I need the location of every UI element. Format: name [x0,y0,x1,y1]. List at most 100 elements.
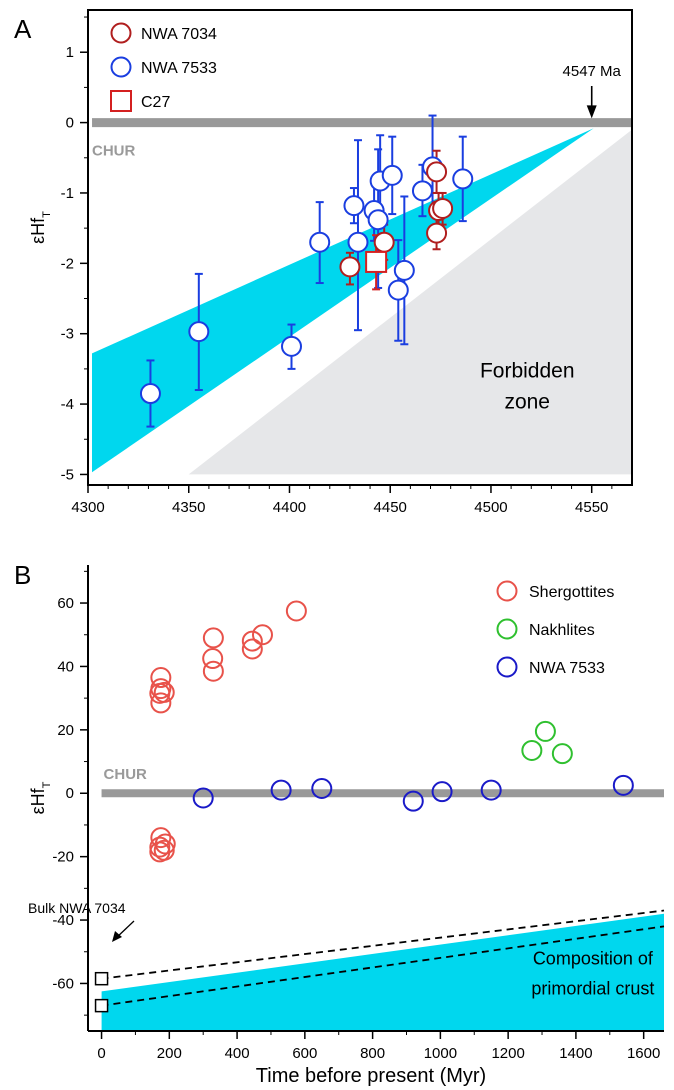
c27-point [365,250,388,273]
age-arrow-head [586,105,597,119]
nwa7034-point [426,222,448,244]
x-axis-label: Time before present (Myr) [256,1065,486,1087]
primordial-crust-band [101,913,665,1031]
y-axis-label: εHfT [28,211,53,244]
age-annotation: 4547 Ma [563,63,622,80]
crust-label-1: Composition of [533,948,654,968]
shergottite-point [202,627,224,649]
nwa7533-point [139,383,161,405]
nwa7533-point [343,195,365,217]
nwa7533-point [367,209,389,231]
y-tick-label: -40 [52,912,74,929]
shergottite-point [251,624,273,646]
legend-label: NWA 7034 [141,26,217,43]
x-tick-label: 4450 [374,499,407,516]
y-tick-label: 0 [66,785,74,802]
x-tick-label: 4500 [474,499,507,516]
legend-marker [496,618,518,640]
shergottite-point [153,839,175,861]
y-axis-label-subscript: T [41,211,53,218]
y-axis-label-subscript: T [41,781,53,788]
forbidden-zone [188,129,632,475]
legend-marker [110,56,132,78]
nwa7533-point [192,787,214,809]
forbidden-zone-label-2: zone [504,390,550,413]
nwa7533-point [270,779,292,801]
y-tick-label: 0 [66,115,74,132]
y-tick-label: 20 [57,722,74,739]
reservoir-band [92,128,594,473]
nwa7533-point [612,774,634,796]
x-tick-label: 400 [225,1045,250,1062]
panel-b: B Composition of primordial crust Bulk NWA… [14,560,665,1087]
nwa7533-point [280,335,302,357]
nwa7533-point [452,168,474,190]
legend-marker [110,22,132,44]
shergottite-point [153,681,175,703]
panel-a: A CHUR Forbidden zone 4547 Ma 4300 4350 4400 4… [14,9,633,516]
bulk-square-marker [94,998,109,1013]
x-tick-label: 200 [157,1045,182,1062]
x-tick-label: 1600 [627,1045,660,1062]
y-tick-label: -60 [52,975,74,992]
y-tick-label: -5 [61,466,74,483]
legend-marker [496,580,518,602]
legend-label: NWA 7533 [141,60,217,77]
x-tick-label: 800 [360,1045,385,1062]
nwa7533-point [480,779,502,801]
x-tick-label: 600 [292,1045,317,1062]
y-tick-label: -1 [61,185,74,202]
shergottite-point [202,660,224,682]
forbidden-zone-label-1: Forbidden [480,359,575,382]
legend-marker [110,90,132,112]
x-tick-label: 4350 [172,499,205,516]
shergottite-point [150,692,172,714]
x-tick-label: 1000 [424,1045,457,1062]
legend-marker [496,656,518,678]
shergottite-point [241,638,263,660]
x-tick-label: 4550 [575,499,608,516]
nakhlite-point [521,739,543,761]
y-tick-label: 1 [66,44,74,61]
y-tick-label: -3 [61,326,74,343]
bulk-arrow-head [112,931,122,942]
nwa7533-point [387,279,409,301]
shergottite-point [149,836,171,858]
x-tick-label: 4400 [273,499,306,516]
nwa7533-point [431,781,453,803]
x-tick-label: 1400 [559,1045,592,1062]
y-tick-label: -20 [52,849,74,866]
nwa7533-point [347,231,369,253]
bulk-trend-line [101,909,665,980]
shergottite-point [202,648,224,670]
nwa7034-point [339,256,361,278]
shergottite-point [150,667,172,689]
nwa7533-point [402,790,424,812]
nakhlite-point [551,743,573,765]
nwa7034-point [373,231,395,253]
y-tick-label: 60 [57,595,74,612]
nwa7533-point [311,777,333,799]
bulk-trend-line [101,925,665,1007]
crust-label-2: primordial crust [531,979,654,999]
legend-label: NWA 7533 [529,660,605,677]
bulk-annotation: Bulk NWA 7034 [28,900,126,916]
shergottite-point [285,600,307,622]
nwa7034-point [426,161,448,183]
panel-b-letter: B [14,560,31,590]
y-tick-label: 40 [57,658,74,675]
nwa7533-point [411,180,433,202]
bulk-square-marker [94,971,109,986]
x-tick-label: 1200 [491,1045,524,1062]
panel-a-letter: A [14,14,32,44]
shergottite-point [241,630,263,652]
legend-label: Shergottites [529,584,614,601]
chur-label: CHUR [92,143,135,160]
panel-a-frame [87,9,633,486]
nwa7533-point [381,164,403,186]
x-tick-label: 4300 [71,499,104,516]
shergottite-point [150,827,172,849]
y-tick-label: -4 [61,396,74,413]
nakhlite-point [534,720,556,742]
